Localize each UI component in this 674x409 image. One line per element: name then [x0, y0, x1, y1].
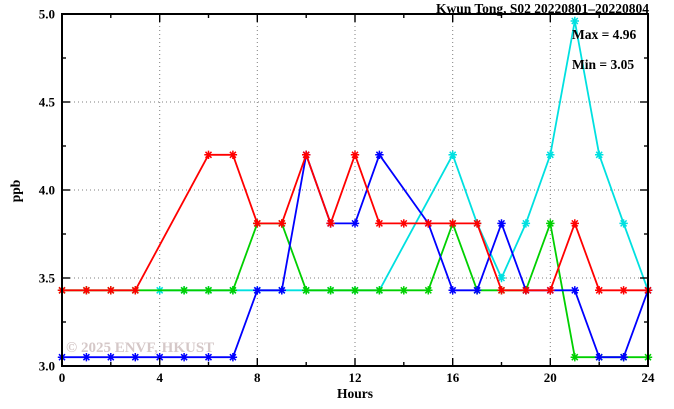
data-point-marker	[375, 150, 384, 159]
data-point-marker	[350, 150, 360, 159]
data-point-marker	[448, 219, 457, 228]
data-point-marker	[155, 353, 164, 362]
data-point-marker	[472, 286, 482, 295]
data-point-marker	[228, 353, 238, 362]
series-red-series	[57, 150, 653, 295]
max-min-annotation: Max = 4.96 Min = 3.05	[572, 27, 636, 72]
y-tick-label: 3.0	[39, 359, 55, 374]
data-point-marker	[619, 286, 628, 295]
data-point-marker	[179, 353, 189, 362]
data-point-marker	[546, 219, 555, 228]
data-point-marker	[448, 150, 457, 159]
data-point-marker	[326, 219, 335, 228]
data-point-marker	[253, 219, 262, 228]
y-tick-label: 4.0	[39, 183, 55, 198]
data-point-marker	[424, 219, 433, 228]
data-point-marker	[204, 286, 213, 295]
data-point-marker	[350, 286, 360, 295]
data-point-marker	[619, 219, 628, 228]
data-point-marker	[82, 286, 91, 295]
data-point-marker	[131, 353, 140, 362]
data-point-marker	[277, 286, 286, 295]
data-point-marker	[570, 286, 579, 295]
y-tick-label: 5.0	[39, 7, 55, 22]
data-point-marker	[326, 286, 335, 295]
y-tick-label: 4.5	[39, 95, 56, 110]
data-point-marker	[619, 353, 628, 362]
x-tick-label: 20	[544, 370, 557, 385]
max-value-label: Max = 4.96	[572, 27, 637, 42]
data-point-marker	[497, 286, 506, 295]
data-point-marker	[595, 286, 604, 295]
x-tick-label: 4	[156, 370, 163, 385]
data-point-marker	[106, 353, 115, 362]
data-point-marker	[521, 219, 531, 228]
data-point-marker	[350, 219, 360, 228]
watermark-text: © 2025 ENVF, HKUST	[66, 340, 215, 356]
data-point-marker	[497, 273, 506, 283]
data-point-marker	[131, 286, 140, 295]
data-point-marker	[204, 353, 213, 362]
x-tick-label: 12	[349, 370, 362, 385]
data-point-marker	[375, 219, 384, 228]
y-tick-label: 3.5	[39, 271, 56, 286]
min-value-label: Min = 3.05	[572, 57, 635, 72]
data-point-marker	[595, 353, 604, 362]
data-point-marker	[179, 286, 189, 295]
data-point-marker	[570, 353, 579, 362]
data-point-marker	[546, 150, 555, 159]
chart-title: Kwun Tong, S02 20220801–20220804	[435, 1, 649, 16]
x-axis-label: Hours	[336, 386, 373, 401]
x-tick-label: 16	[446, 370, 460, 385]
data-point-marker	[424, 286, 433, 295]
data-point-marker	[204, 150, 213, 159]
data-point-marker	[472, 219, 482, 228]
data-point-marker	[570, 16, 579, 26]
series-line	[61, 222, 649, 359]
data-point-marker	[228, 286, 238, 295]
y-axis-label: ppb	[8, 179, 23, 203]
data-point-marker	[277, 219, 286, 228]
data-point-marker	[497, 219, 506, 228]
data-point-marker	[302, 286, 311, 295]
data-point-marker	[228, 150, 238, 159]
x-tick-label: 8	[254, 370, 261, 385]
data-point-marker	[82, 353, 91, 362]
data-point-marker	[302, 150, 311, 159]
x-tick-label: 0	[59, 370, 66, 385]
data-point-marker	[570, 219, 579, 228]
data-point-marker	[448, 286, 457, 295]
data-point-marker	[375, 286, 384, 295]
data-point-marker	[399, 286, 408, 295]
data-point-marker	[595, 150, 604, 159]
data-point-marker	[521, 286, 531, 295]
x-tick-label: 24	[642, 370, 656, 385]
data-point-marker	[253, 286, 262, 295]
data-point-marker	[399, 219, 408, 228]
data-point-marker	[546, 286, 555, 295]
data-point-marker	[106, 286, 115, 295]
